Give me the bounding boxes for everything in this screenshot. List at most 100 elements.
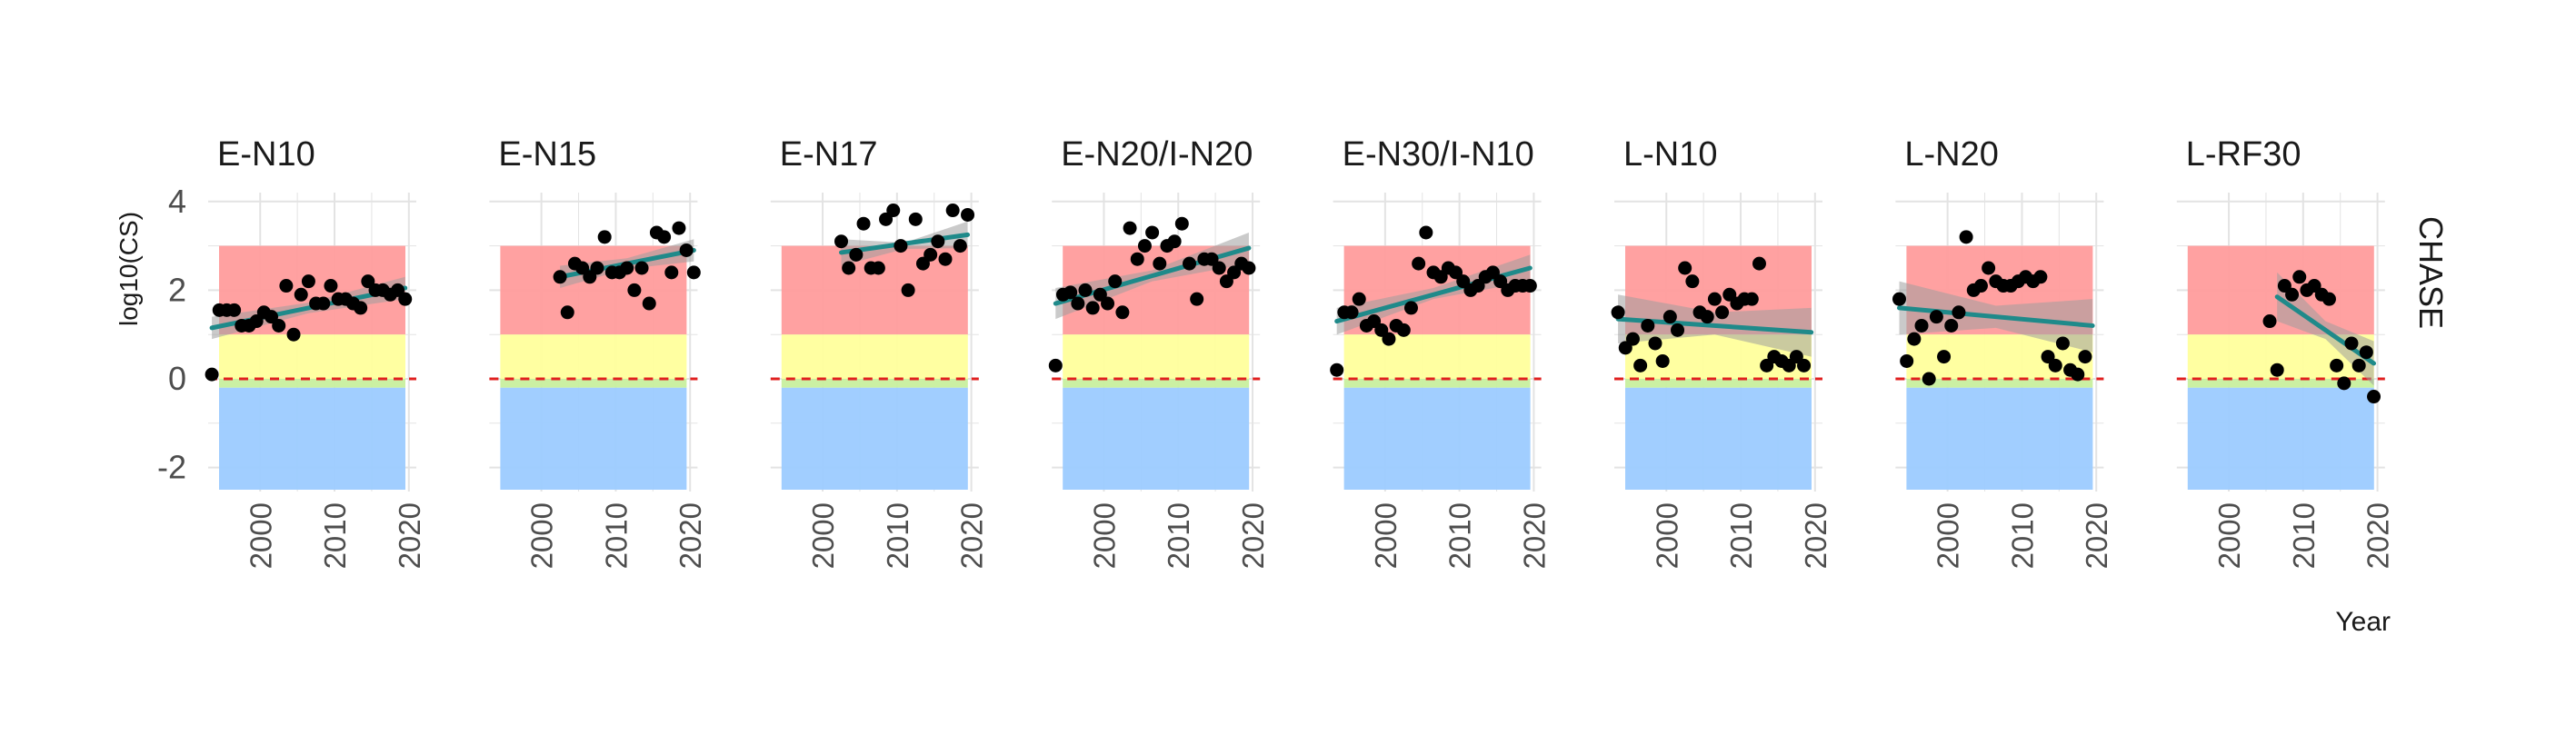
data-point (316, 296, 331, 311)
data-point (657, 230, 672, 244)
y-tick-label: -2 (157, 449, 186, 486)
data-point (1523, 279, 1537, 293)
data-point (1352, 292, 1366, 306)
data-point (1078, 283, 1093, 297)
background-band (1343, 379, 1531, 388)
data-point (1625, 332, 1640, 346)
data-point (227, 303, 242, 317)
data-point (553, 270, 567, 284)
x-tick-label: 2000 (1087, 502, 1121, 569)
data-point (1929, 310, 1943, 324)
data-point (294, 287, 308, 302)
data-point (686, 265, 701, 280)
data-point (1137, 239, 1152, 253)
data-point (1914, 318, 1929, 333)
data-point (1167, 234, 1182, 249)
data-point (901, 283, 915, 297)
data-point (1678, 261, 1692, 275)
data-point (908, 212, 923, 226)
data-point (2351, 358, 2366, 373)
data-point (1153, 256, 1167, 271)
background-band (1063, 379, 1250, 388)
data-point (1707, 292, 1722, 306)
data-point (1900, 353, 1914, 368)
data-point (849, 247, 864, 262)
data-point (1085, 301, 1100, 315)
data-point (1715, 305, 1730, 320)
data-point (945, 204, 960, 218)
data-point (324, 279, 338, 293)
data-point (301, 274, 315, 289)
data-point (1242, 261, 1256, 275)
data-point (1648, 336, 1662, 351)
background-band (1063, 334, 1250, 379)
data-point (1382, 332, 1396, 346)
data-point (1944, 318, 1959, 333)
data-point (1115, 305, 1130, 320)
data-point (2337, 376, 2351, 391)
x-tick-label: 2020 (2361, 502, 2395, 569)
panel-title: L-N10 (1623, 135, 1718, 174)
x-tick-label: 2000 (1650, 502, 1683, 569)
data-point (672, 221, 686, 235)
data-point (938, 252, 953, 266)
background-band (1343, 334, 1531, 379)
background-band (1906, 387, 2093, 490)
data-point (1655, 353, 1670, 368)
data-point (2048, 358, 2062, 373)
data-point (205, 367, 219, 382)
data-point (1671, 323, 1685, 337)
data-point (1396, 323, 1411, 337)
trend-line (1896, 305, 2095, 328)
panel-title: L-N20 (1904, 135, 1999, 174)
data-point (1685, 274, 1700, 289)
facet-panel: L-RF30 2000 2010 2020 (2176, 135, 2395, 569)
data-point (286, 327, 301, 342)
background-band (219, 334, 405, 379)
data-point (1633, 358, 1648, 373)
data-point (961, 207, 975, 222)
background-band (500, 387, 687, 490)
data-point (1907, 332, 1922, 346)
facet-panel: E-N20/I-N20 2000 2010 2020 (1048, 135, 1270, 569)
data-point (1744, 292, 1759, 306)
data-point (642, 296, 656, 311)
data-point (1412, 256, 1426, 271)
data-point (894, 239, 908, 253)
x-tick-label: 2020 (1236, 502, 1270, 569)
facet-panel: E-N15 2000 2010 2020 (489, 135, 707, 569)
data-point (2262, 314, 2277, 329)
data-point (1982, 261, 1996, 275)
background-band (781, 387, 968, 490)
data-point (2367, 390, 2381, 404)
background-band (219, 387, 405, 490)
background-band (1906, 379, 2093, 388)
data-point (886, 204, 901, 218)
x-tick-label: 2010 (599, 502, 633, 569)
data-point (2359, 345, 2373, 360)
y-tick-label: 2 (168, 271, 186, 308)
data-point (1922, 372, 1936, 386)
data-point (1892, 292, 1906, 306)
background-band (1625, 387, 1812, 490)
data-point (1797, 358, 1812, 373)
data-point (856, 216, 871, 231)
data-point (924, 247, 938, 262)
background-band (1343, 387, 1531, 490)
data-point (1190, 292, 1204, 306)
data-point (2285, 287, 2300, 302)
data-point (2321, 292, 2336, 306)
data-point (1048, 358, 1063, 373)
data-point (1212, 261, 1226, 275)
x-tick-label: 2020 (955, 502, 989, 569)
x-tick-label: 2000 (2212, 502, 2246, 569)
data-point (354, 301, 368, 315)
y-axis-label: log10(CS) (115, 212, 143, 326)
x-tick-label: 2010 (1162, 502, 1195, 569)
data-point (1959, 230, 1973, 244)
background-band (219, 379, 405, 388)
data-point (2344, 336, 2359, 351)
data-point (272, 318, 286, 333)
panel-title: L-RF30 (2186, 135, 2301, 174)
